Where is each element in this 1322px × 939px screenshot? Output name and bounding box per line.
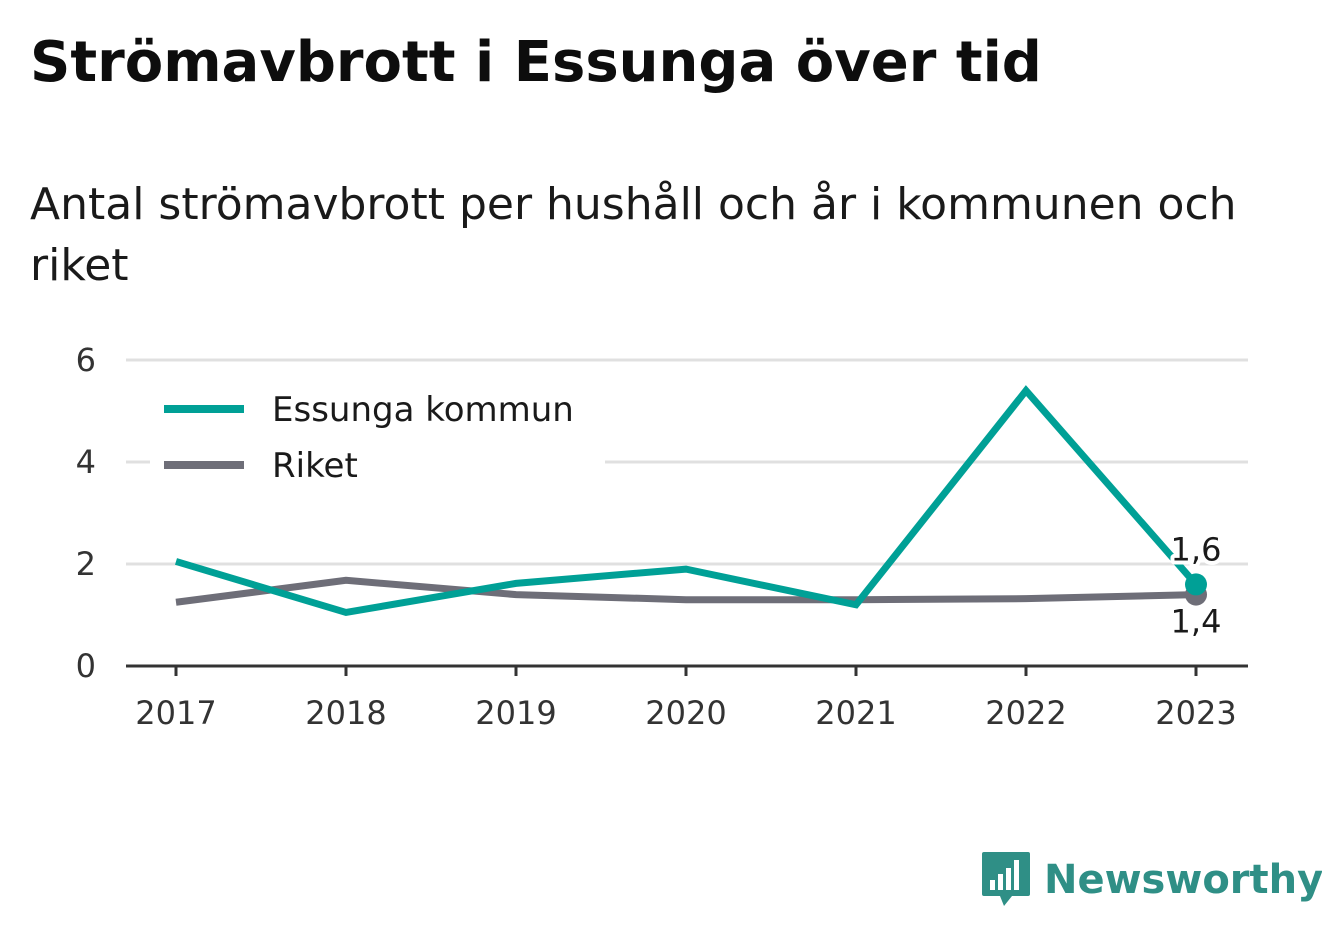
legend-label-riket: Riket	[272, 446, 358, 486]
brand-logo: Newsworthy	[980, 850, 1322, 910]
series-line-essunga-kommun	[174, 385, 1199, 617]
x-tick-label: 2021	[815, 694, 896, 732]
end-point-essunga-kommun	[1185, 573, 1207, 596]
y-tick-label: 4	[76, 443, 96, 481]
legend-background	[150, 376, 605, 496]
x-tick-label: 2022	[985, 694, 1066, 732]
x-tick-label: 2019	[475, 694, 556, 732]
end-label-essunga-kommun: 1,6	[1171, 530, 1222, 568]
legend-label-essunga-kommun: Essunga kommun	[272, 390, 574, 430]
series-line-riket	[175, 576, 1197, 606]
y-tick-label: 2	[76, 545, 96, 583]
x-tick-label: 2023	[1155, 694, 1236, 732]
series-lines	[174, 385, 1207, 617]
chart-subtitle: Antal strömavbrott per hushåll och år i …	[30, 179, 1237, 291]
legend: Essunga kommun Riket	[150, 376, 605, 496]
line-chart: 0 2 4 6 2017 2018 2019 2020 2021 2022 2023 Essunga…	[76, 341, 1248, 732]
bar-chart-speech-bubble-icon	[982, 852, 1030, 906]
axes: 0 2 4 6 2017 2018 2019 2020 2021 2022 2023	[76, 341, 1248, 732]
end-label-riket: 1,4	[1171, 603, 1222, 641]
x-tick-label: 2018	[305, 694, 386, 732]
y-tick-label: 6	[76, 341, 96, 379]
x-tick-label: 2017	[135, 694, 216, 732]
brand-name: Newsworthy	[1044, 857, 1322, 903]
x-tick-label: 2020	[645, 694, 726, 732]
chart-title: Strömavbrott i Essunga över tid	[30, 30, 1042, 95]
y-tick-label: 0	[76, 647, 96, 685]
end-labels: 1,6 1,4	[1167, 526, 1226, 644]
